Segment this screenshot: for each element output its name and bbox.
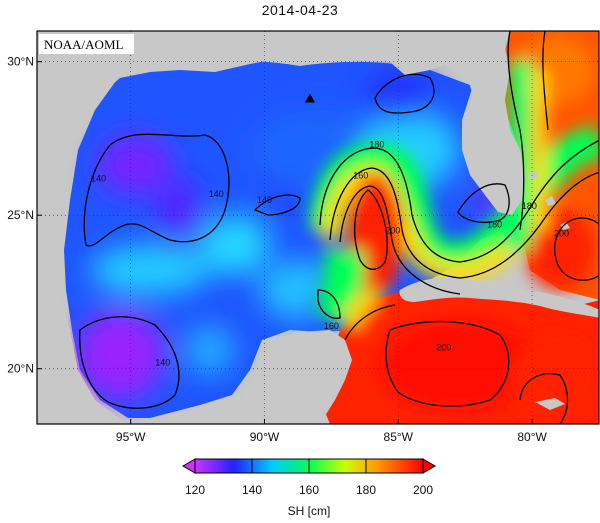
longitude-label: 80°W xyxy=(517,430,547,444)
colorbar-ticks: 120 140 160 180 200 xyxy=(185,459,433,497)
longitude-label: 90°W xyxy=(250,430,280,444)
contour-lines xyxy=(79,31,599,424)
latitude-labels: 30°N 25°N 20°N xyxy=(7,55,42,376)
colorbar-left-arrow xyxy=(182,458,196,474)
latitude-label: 25°N xyxy=(7,208,34,222)
contour-label: 160 xyxy=(324,321,339,331)
contour-label: 160 xyxy=(353,170,368,180)
contour-label: 140 xyxy=(91,173,106,183)
colorbar-label: SH [cm] xyxy=(288,504,331,518)
land-jamaica xyxy=(535,398,565,410)
contour-label: 180 xyxy=(522,201,537,211)
colorbar-tick-label: 200 xyxy=(413,483,433,497)
colorbar-tick-label: 140 xyxy=(242,483,262,497)
contour-label: 200 xyxy=(554,229,569,239)
land-yucatan xyxy=(180,330,352,424)
credit-box xyxy=(39,34,134,54)
land-bahamas xyxy=(528,170,570,230)
latitude-label: 30°N xyxy=(7,55,34,69)
colorbar-tick-label: 120 xyxy=(185,483,205,497)
credit-text: NOAA/AOML xyxy=(44,37,124,52)
map-frame xyxy=(36,30,600,425)
station-marker xyxy=(304,93,315,103)
land-florida xyxy=(462,48,525,215)
contour-label: 140 xyxy=(209,189,224,199)
longitude-labels: 95°W 90°W 85°W 80°W xyxy=(116,419,547,444)
graticule xyxy=(37,31,599,424)
latitude-label: 20°N xyxy=(7,362,34,376)
land-cuba xyxy=(399,277,599,318)
map-title: 2014-04-23 xyxy=(261,2,339,18)
longitude-label: 85°W xyxy=(384,430,414,444)
contour-label: 180 xyxy=(369,140,384,150)
ocean-field xyxy=(37,31,599,424)
land-us-coast xyxy=(37,31,599,424)
contour-label: 200 xyxy=(436,342,451,352)
contour-label: 140 xyxy=(155,358,170,368)
contour-label: 200 xyxy=(385,226,400,236)
colorbar-tick-label: 180 xyxy=(356,483,376,497)
contour-label: 180 xyxy=(487,220,502,230)
colorbar: 120 140 160 180 200 SH [cm] xyxy=(182,458,436,518)
colorbar-tick-label: 160 xyxy=(299,483,319,497)
colorbar-right-arrow xyxy=(422,458,436,474)
longitude-label: 95°W xyxy=(116,430,146,444)
